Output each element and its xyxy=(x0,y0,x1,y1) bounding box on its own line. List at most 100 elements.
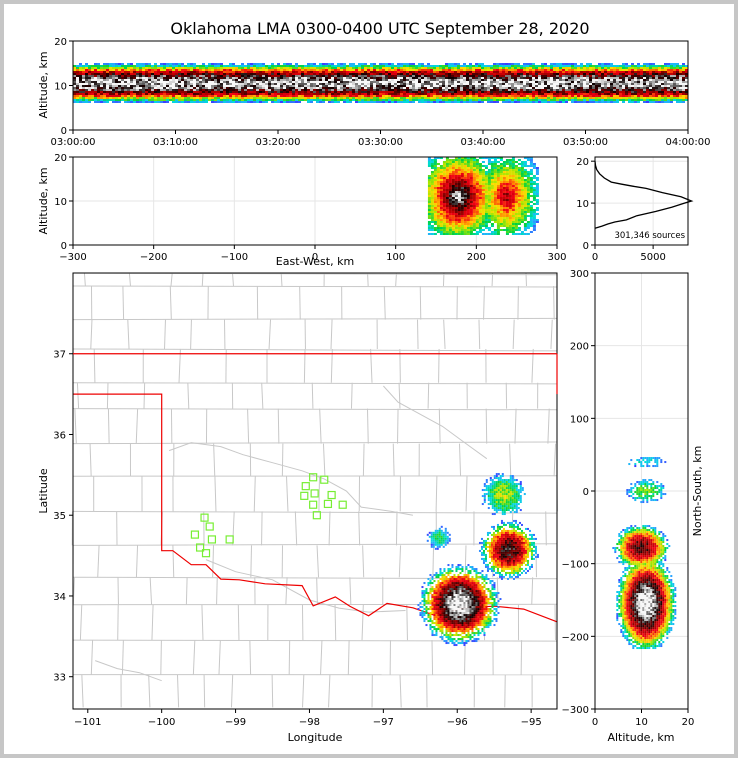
east-west-cell xyxy=(433,173,437,175)
time-height-cell xyxy=(556,83,559,85)
time-height-cell xyxy=(97,81,100,83)
time-height-cell xyxy=(673,63,676,65)
time-height-cell xyxy=(91,73,94,75)
time-height-cell xyxy=(253,79,256,81)
time-height-cell xyxy=(250,93,253,95)
time-height-cell xyxy=(223,89,226,91)
time-height-cell xyxy=(583,65,586,67)
time-height-cell xyxy=(232,73,235,75)
time-height-cell xyxy=(568,73,571,75)
time-height-cell xyxy=(565,81,568,83)
time-height-cell xyxy=(592,97,595,99)
time-height-cell xyxy=(469,91,472,93)
east-west-cell xyxy=(481,185,485,187)
time-height-cell xyxy=(409,67,412,69)
time-height-cell xyxy=(472,101,475,103)
time-height-cell xyxy=(370,99,373,101)
time-height-cell xyxy=(526,93,529,95)
east-west-cell xyxy=(523,175,527,177)
time-height-cell xyxy=(187,89,190,91)
east-west-cell xyxy=(520,177,524,179)
time-height-cell xyxy=(592,89,595,91)
east-west-cell xyxy=(520,167,524,169)
time-height-cell xyxy=(205,101,208,103)
time-height-cell xyxy=(430,79,433,81)
time-height-cell xyxy=(268,79,271,81)
time-height-cell xyxy=(184,77,187,79)
time-height-cell xyxy=(562,77,565,79)
east-west-cell xyxy=(463,205,467,207)
time-height-cell xyxy=(673,65,676,67)
east-west-cell xyxy=(439,175,443,177)
time-height-cell xyxy=(562,79,565,81)
time-height-cell xyxy=(412,75,415,77)
time-height-cell xyxy=(457,97,460,99)
time-height-cell xyxy=(265,65,268,67)
time-height-cell xyxy=(280,75,283,77)
figure-title: Oklahoma LMA 0300-0400 UTC September 28,… xyxy=(170,19,589,38)
time-height-cell xyxy=(526,63,529,65)
time-height-cell xyxy=(529,87,532,89)
east-west-cell xyxy=(445,207,449,209)
time-height-cell xyxy=(490,101,493,103)
time-height-cell xyxy=(193,91,196,93)
time-height-cell xyxy=(583,81,586,83)
time-height-cell xyxy=(256,101,259,103)
time-height-cell xyxy=(175,97,178,99)
east-west-cell xyxy=(430,191,434,193)
time-height-cell xyxy=(169,79,172,81)
time-height-cell xyxy=(178,87,181,89)
time-height-cell xyxy=(649,75,652,77)
time-height-cell xyxy=(139,63,142,65)
time-height-cell xyxy=(388,73,391,75)
time-height-cell xyxy=(85,73,88,75)
time-height-cell xyxy=(94,87,97,89)
time-height-cell xyxy=(361,97,364,99)
time-height-cell xyxy=(532,63,535,65)
time-height-cell xyxy=(169,89,172,91)
time-height-cell xyxy=(652,87,655,89)
time-height-cell xyxy=(427,89,430,91)
time-height-cell xyxy=(154,77,157,79)
time-height-cell xyxy=(154,89,157,91)
time-height-cell xyxy=(79,65,82,67)
time-height-cell xyxy=(196,89,199,91)
east-west-cell xyxy=(442,209,446,211)
time-height-cell xyxy=(418,65,421,67)
east-west-cell xyxy=(478,201,482,203)
east-west-cell xyxy=(481,199,485,201)
east-west-cell xyxy=(451,167,455,169)
east-west-cell xyxy=(433,181,437,183)
time-height-cell xyxy=(379,69,382,71)
time-height-cell xyxy=(94,79,97,81)
east-west-cell xyxy=(463,195,467,197)
time-height-cell xyxy=(307,79,310,81)
east-west-cell xyxy=(499,183,503,185)
time-height-cell xyxy=(175,99,178,101)
time-height-cell xyxy=(418,73,421,75)
time-height-cell xyxy=(127,101,130,103)
time-height-cell xyxy=(427,75,430,77)
time-height-cell xyxy=(625,87,628,89)
time-height-cell xyxy=(415,97,418,99)
east-west-cell xyxy=(496,195,500,197)
time-height-cell xyxy=(199,87,202,89)
east-west-cell xyxy=(523,169,527,171)
time-height-cell xyxy=(418,87,421,89)
time-height-cell xyxy=(424,89,427,91)
time-height-cell xyxy=(574,85,577,87)
time-height-cell xyxy=(196,95,199,97)
east-west-cell xyxy=(484,173,488,175)
time-height-cell xyxy=(667,65,670,67)
time-height-cell xyxy=(466,97,469,99)
east-west-cell xyxy=(439,157,443,159)
time-height-cell xyxy=(220,97,223,99)
time-height-cell xyxy=(460,77,463,79)
east-west-cell xyxy=(520,163,524,165)
time-height-cell xyxy=(181,67,184,69)
time-height-cell xyxy=(664,65,667,67)
time-height-cell xyxy=(673,99,676,101)
time-height-cell xyxy=(475,83,478,85)
east-west-cell xyxy=(457,199,461,201)
time-height-cell xyxy=(505,87,508,89)
